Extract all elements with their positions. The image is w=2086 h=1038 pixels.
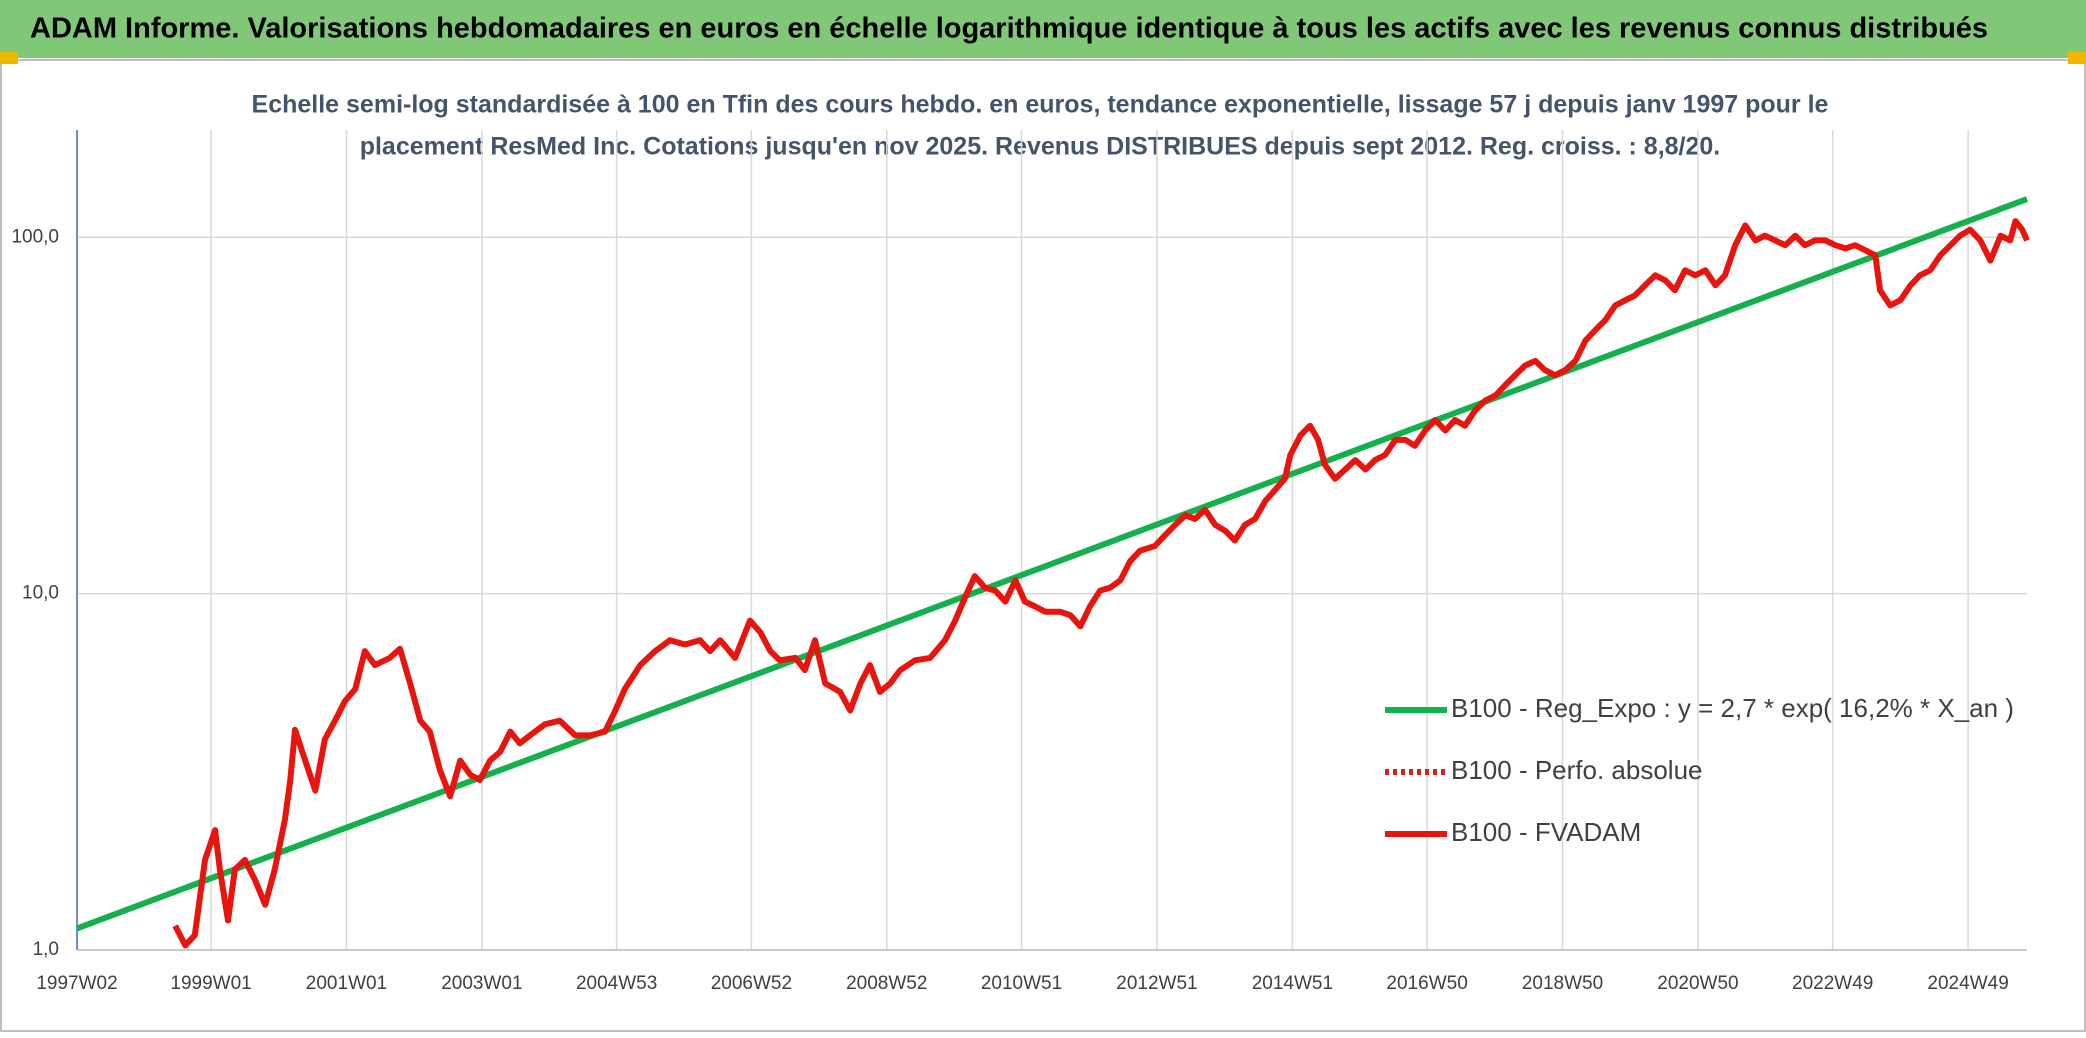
x-tick-label: 2003W01 (441, 973, 522, 994)
x-tick-label: 2020W50 (1657, 973, 1738, 994)
y-tick-label: 10,0 (22, 583, 59, 604)
chart-frame (0, 59, 2086, 1032)
x-tick-label: 2016W50 (1386, 973, 1467, 994)
x-tick-label: 2022W49 (1792, 973, 1873, 994)
x-tick-label: 2010W51 (981, 973, 1062, 994)
legend-label: B100 - Perfo. absolue (1451, 755, 1703, 785)
x-tick-label: 2018W50 (1522, 973, 1603, 994)
legend-label: B100 - FVADAM (1451, 817, 1641, 847)
y-tick-label: 1,0 (33, 939, 59, 960)
y-tick-label: 100,0 (11, 226, 59, 247)
corner (2068, 52, 2086, 64)
x-tick-label: 2008W52 (846, 973, 927, 994)
legend-label: B100 - Reg_Expo : y = 2,7 * exp( 16,2% *… (1451, 693, 2014, 723)
corner (0, 52, 18, 64)
series-line (172, 218, 2030, 949)
x-tick-label: 2001W01 (306, 973, 387, 994)
chart-subtitle: Echelle semi-log standardisée à 100 en T… (252, 91, 1829, 119)
chart-subtitle: placement ResMed Inc. Cotations jusqu'en… (360, 133, 1721, 161)
x-tick-label: 2024W49 (1927, 973, 2008, 994)
x-tick-label: 1997W02 (36, 973, 117, 994)
x-tick-label: 2004W53 (576, 973, 657, 994)
x-tick-label: 2012W51 (1116, 973, 1197, 994)
x-tick-label: 2006W52 (711, 973, 792, 994)
header-title: ADAM Informe. Valorisations hebdomadaire… (30, 13, 1988, 45)
series-line (75, 196, 2029, 932)
x-tick-label: 2014W51 (1252, 973, 1333, 994)
header-band (0, 0, 2086, 58)
x-tick-label: 1999W01 (170, 973, 251, 994)
